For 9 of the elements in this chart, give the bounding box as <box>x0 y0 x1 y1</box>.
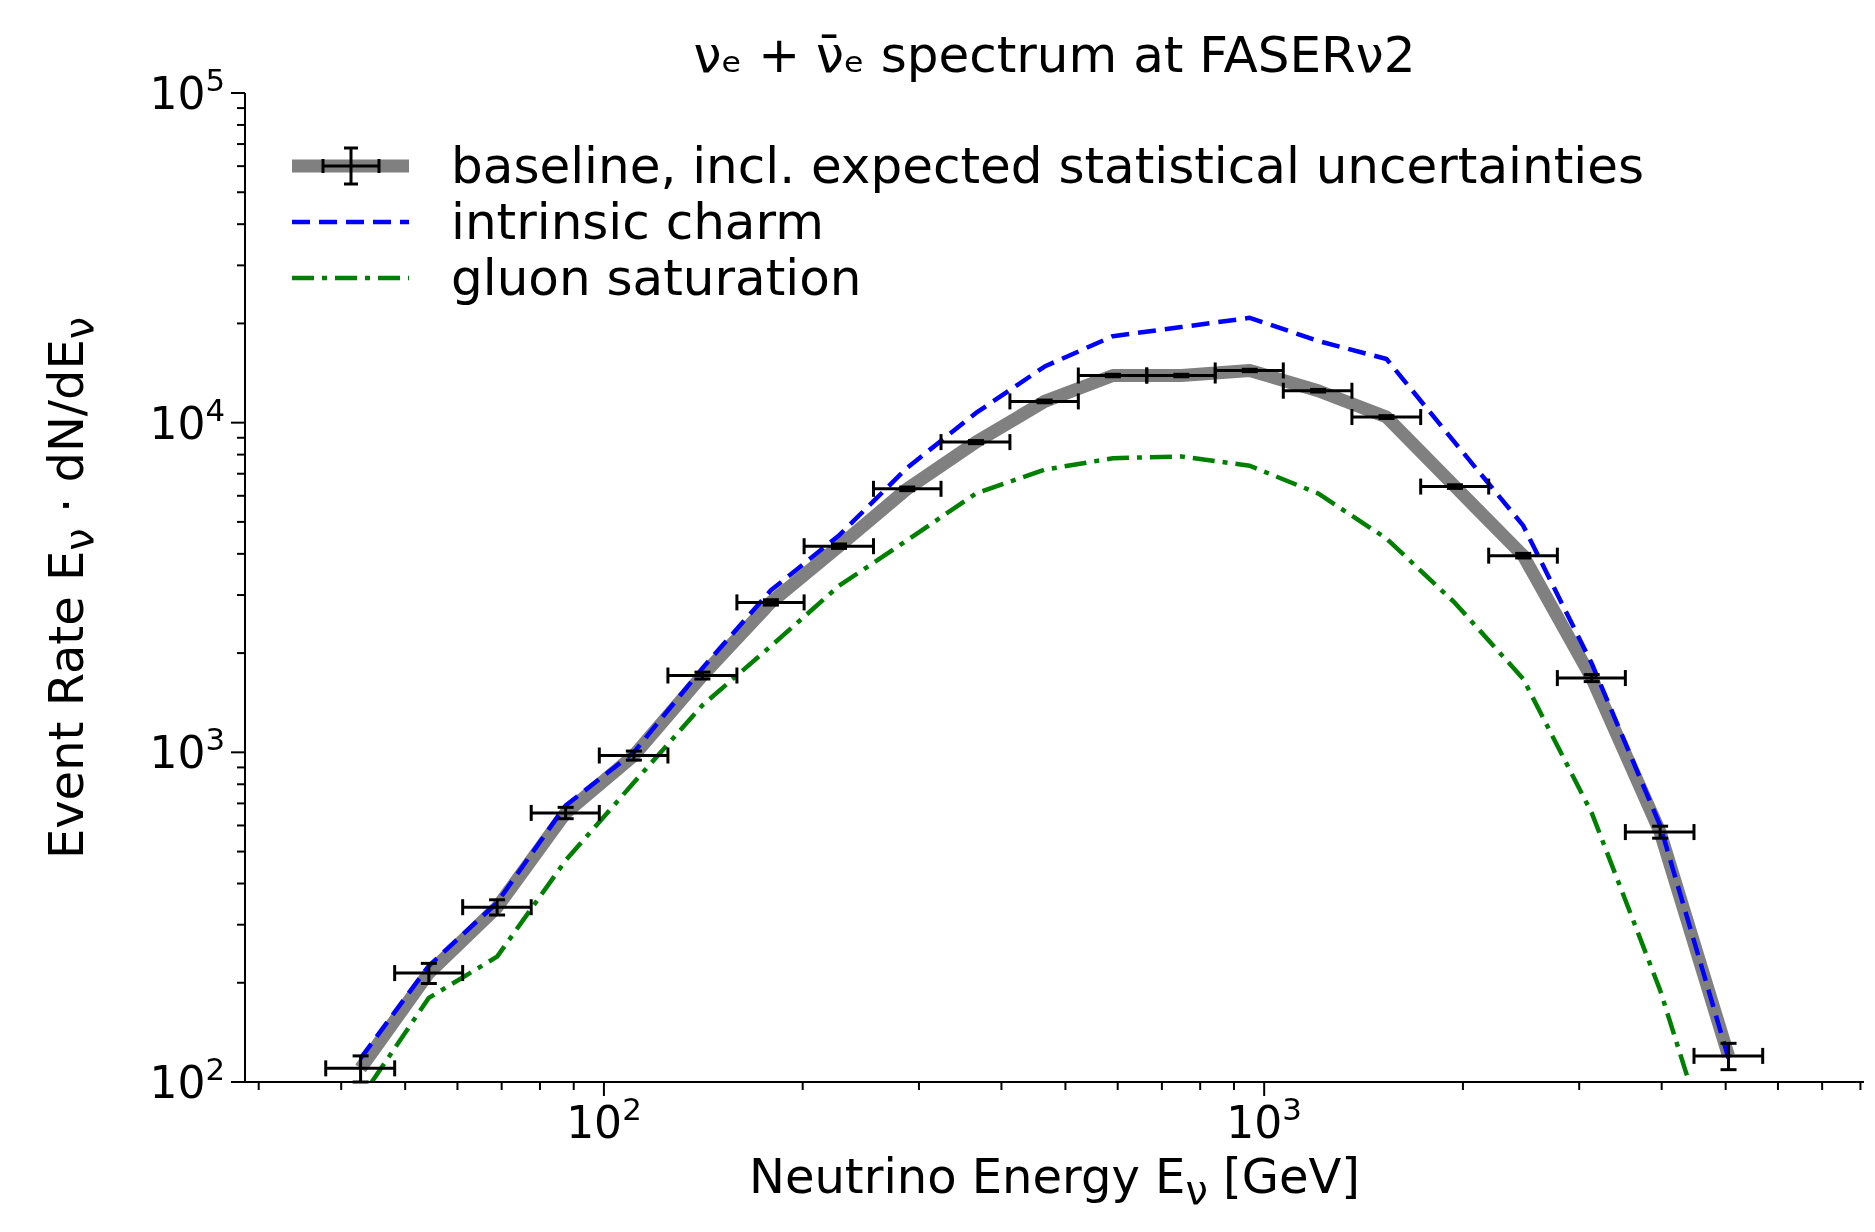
y-tick-label: 10$^{2}$ <box>149 1051 225 1108</box>
legend-label: intrinsic charm <box>451 193 824 251</box>
x-axis-title: Neutrino Energy E$_{ν}$ [GeV] <box>747 1148 1362 1213</box>
y-tick-label: 10$^{5}$ <box>149 62 225 119</box>
y-tick-label: 10$^{3}$ <box>149 721 225 779</box>
legend-label: gluon saturation <box>451 249 862 307</box>
legend-label: baseline, incl. expected statistical uncertainties <box>451 137 1644 195</box>
y-tick-label: 10$^{4}$ <box>149 391 225 449</box>
chart-title: νₑ + ν̄ₑ spectrum at FASERν2 <box>692 26 1417 84</box>
